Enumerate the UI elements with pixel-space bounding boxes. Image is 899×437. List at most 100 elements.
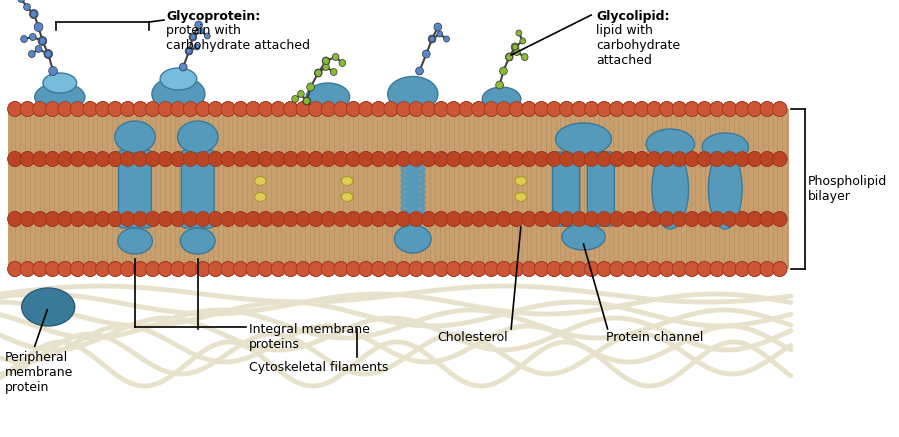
Circle shape xyxy=(32,212,48,226)
Circle shape xyxy=(584,212,599,226)
Circle shape xyxy=(622,101,636,117)
Circle shape xyxy=(246,212,261,226)
Circle shape xyxy=(308,152,323,166)
Circle shape xyxy=(246,212,261,226)
Circle shape xyxy=(685,101,699,117)
Circle shape xyxy=(70,261,85,277)
Circle shape xyxy=(559,261,574,277)
Circle shape xyxy=(334,152,348,166)
Circle shape xyxy=(710,152,725,166)
Circle shape xyxy=(283,152,298,166)
Circle shape xyxy=(534,261,548,277)
Circle shape xyxy=(422,152,436,166)
Circle shape xyxy=(108,212,122,226)
Circle shape xyxy=(308,261,323,277)
Circle shape xyxy=(58,152,72,166)
Circle shape xyxy=(597,261,611,277)
Circle shape xyxy=(521,212,536,226)
Circle shape xyxy=(196,261,210,277)
Circle shape xyxy=(296,261,310,277)
Circle shape xyxy=(108,261,122,277)
Circle shape xyxy=(246,152,261,166)
Circle shape xyxy=(698,261,712,277)
Circle shape xyxy=(472,101,486,117)
Circle shape xyxy=(334,212,348,226)
Circle shape xyxy=(610,101,624,117)
Circle shape xyxy=(409,101,423,117)
Circle shape xyxy=(307,83,315,91)
Circle shape xyxy=(734,101,750,117)
Circle shape xyxy=(271,212,286,226)
Circle shape xyxy=(133,152,147,166)
Circle shape xyxy=(283,261,298,277)
Circle shape xyxy=(610,261,624,277)
Circle shape xyxy=(584,152,599,166)
Circle shape xyxy=(496,261,512,277)
Circle shape xyxy=(183,212,198,226)
Circle shape xyxy=(346,101,360,117)
Circle shape xyxy=(584,261,599,277)
Circle shape xyxy=(371,152,386,166)
Circle shape xyxy=(209,101,223,117)
Circle shape xyxy=(434,101,449,117)
Circle shape xyxy=(547,101,561,117)
Circle shape xyxy=(512,43,519,51)
Circle shape xyxy=(660,212,674,226)
Circle shape xyxy=(38,37,47,45)
Circle shape xyxy=(196,101,210,117)
Circle shape xyxy=(559,101,574,117)
Circle shape xyxy=(760,152,774,166)
Circle shape xyxy=(31,10,37,17)
Circle shape xyxy=(747,101,761,117)
Circle shape xyxy=(472,212,486,226)
Circle shape xyxy=(95,212,110,226)
Circle shape xyxy=(447,212,461,226)
Circle shape xyxy=(647,261,662,277)
Circle shape xyxy=(58,101,72,117)
Ellipse shape xyxy=(115,121,156,153)
Circle shape xyxy=(32,101,48,117)
Circle shape xyxy=(359,101,373,117)
Circle shape xyxy=(384,152,398,166)
Circle shape xyxy=(321,152,335,166)
Circle shape xyxy=(321,152,335,166)
Circle shape xyxy=(8,101,22,117)
Ellipse shape xyxy=(646,129,694,159)
Circle shape xyxy=(158,261,173,277)
Circle shape xyxy=(597,212,611,226)
Circle shape xyxy=(32,152,48,166)
Circle shape xyxy=(760,212,774,226)
Ellipse shape xyxy=(254,193,266,201)
Ellipse shape xyxy=(702,133,748,161)
Circle shape xyxy=(597,101,611,117)
Circle shape xyxy=(459,261,474,277)
Circle shape xyxy=(428,35,436,43)
Ellipse shape xyxy=(152,76,205,111)
Circle shape xyxy=(108,152,122,166)
Circle shape xyxy=(246,101,261,117)
Circle shape xyxy=(509,101,524,117)
Circle shape xyxy=(534,101,548,117)
Circle shape xyxy=(35,45,42,52)
Circle shape xyxy=(8,212,22,226)
Circle shape xyxy=(647,261,662,277)
Circle shape xyxy=(610,152,624,166)
Circle shape xyxy=(698,152,712,166)
Circle shape xyxy=(45,261,60,277)
Circle shape xyxy=(133,152,147,166)
Circle shape xyxy=(734,212,750,226)
Circle shape xyxy=(108,101,122,117)
Circle shape xyxy=(189,33,197,41)
Circle shape xyxy=(496,101,512,117)
Circle shape xyxy=(221,261,236,277)
Circle shape xyxy=(547,212,561,226)
Circle shape xyxy=(459,152,474,166)
Circle shape xyxy=(95,261,110,277)
Circle shape xyxy=(521,261,536,277)
Circle shape xyxy=(485,212,499,226)
Circle shape xyxy=(308,261,323,277)
Circle shape xyxy=(95,152,110,166)
Circle shape xyxy=(734,101,750,117)
Circle shape xyxy=(315,69,322,77)
Circle shape xyxy=(21,212,35,226)
